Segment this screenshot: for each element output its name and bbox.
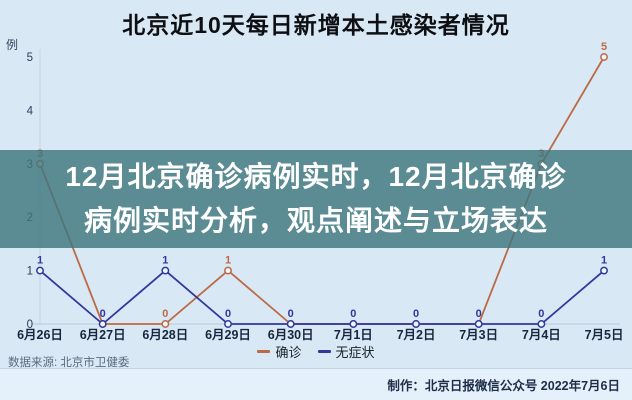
legend-label-asymptomatic: 无症状 xyxy=(335,345,375,360)
data-source-note: 数据来源: 北京市卫健委 xyxy=(8,357,130,369)
svg-text:0: 0 xyxy=(27,319,33,331)
credit-note: 制作：北京日报微信公众号 2022年7月6日 xyxy=(387,379,620,393)
svg-text:0: 0 xyxy=(225,308,231,320)
confirmed-line-swatch-icon xyxy=(257,350,271,353)
svg-text:6月26日: 6月26日 xyxy=(17,328,63,342)
svg-text:6月28日: 6月28日 xyxy=(142,328,188,342)
svg-text:7月1日: 7月1日 xyxy=(334,328,373,342)
legend-item-asymptomatic: 无症状 xyxy=(317,342,375,361)
svg-text:7月3日: 7月3日 xyxy=(459,328,498,342)
svg-text:6月27日: 6月27日 xyxy=(80,328,126,342)
headline-overlay: 12月北京确诊病例实时，12月北京确诊 病例实时分析，观点阐述与立场表达 xyxy=(0,150,632,248)
svg-text:5: 5 xyxy=(27,52,33,64)
svg-text:7月4日: 7月4日 xyxy=(522,328,561,342)
svg-text:6月30日: 6月30日 xyxy=(268,328,314,342)
svg-text:4: 4 xyxy=(27,105,34,117)
svg-text:7月5日: 7月5日 xyxy=(585,328,624,342)
svg-text:1: 1 xyxy=(225,255,231,267)
svg-text:1: 1 xyxy=(27,266,33,278)
legend-item-confirmed: 确诊 xyxy=(257,342,302,361)
svg-text:0: 0 xyxy=(288,308,294,320)
svg-text:0: 0 xyxy=(100,308,106,320)
asymptomatic-line-swatch-icon xyxy=(317,350,331,353)
svg-text:0: 0 xyxy=(538,308,544,320)
legend-label-confirmed: 确诊 xyxy=(275,345,302,360)
chart-title: 北京近10天每日新增本土感染者情况 xyxy=(122,12,510,38)
svg-text:6月29日: 6月29日 xyxy=(205,328,251,342)
svg-text:0: 0 xyxy=(350,308,356,320)
headline-line-2: 病例实时分析，观点阐述与立场表达 xyxy=(83,205,548,236)
svg-text:0: 0 xyxy=(162,308,168,320)
svg-text:1: 1 xyxy=(37,255,43,267)
svg-text:0: 0 xyxy=(476,308,482,320)
svg-text:0: 0 xyxy=(413,308,419,320)
svg-text:1: 1 xyxy=(162,255,168,267)
chart-legend: 确诊 无症状 xyxy=(0,342,632,361)
svg-text:7月2日: 7月2日 xyxy=(397,328,436,342)
y-axis-unit-label: 例 xyxy=(6,38,19,52)
svg-text:5: 5 xyxy=(601,41,607,53)
svg-text:1: 1 xyxy=(601,255,607,267)
headline-line-1: 12月北京确诊病例实时，12月北京确诊 xyxy=(65,161,567,192)
footer-bar: 制作：北京日报微信公众号 2022年7月6日 xyxy=(0,368,632,400)
